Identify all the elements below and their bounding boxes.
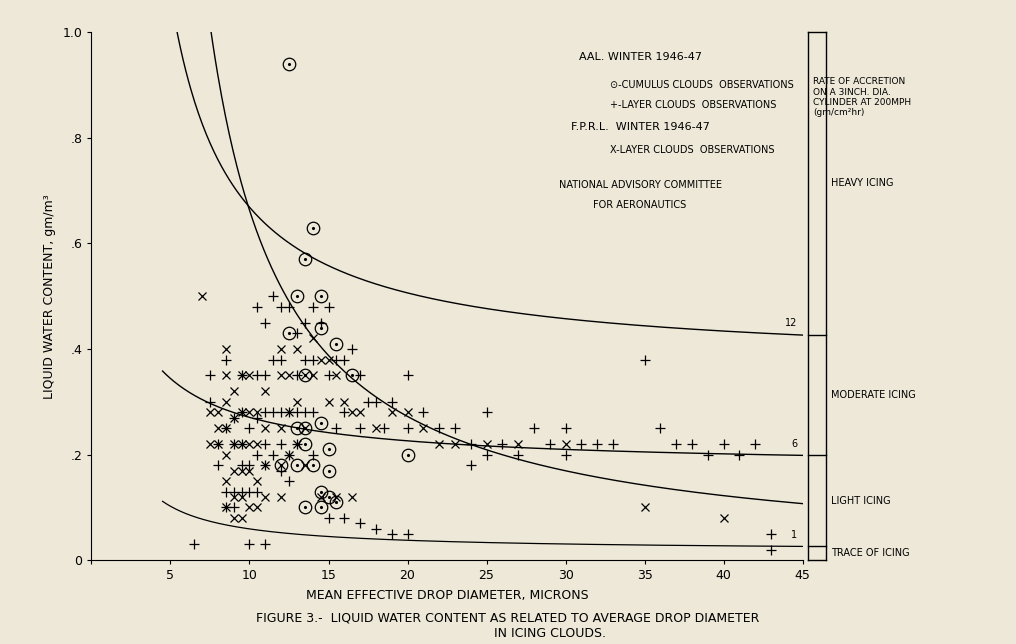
Text: TRACE OF ICING: TRACE OF ICING (831, 548, 909, 558)
Text: +-LAYER CLOUDS  OBSERVATIONS: +-LAYER CLOUDS OBSERVATIONS (610, 100, 776, 110)
Text: HEAVY ICING: HEAVY ICING (831, 178, 894, 189)
Text: MODERATE ICING: MODERATE ICING (831, 390, 915, 400)
X-axis label: MEAN EFFECTIVE DROP DIAMETER, MICRONS: MEAN EFFECTIVE DROP DIAMETER, MICRONS (306, 589, 588, 602)
Text: FOR AERONAUTICS: FOR AERONAUTICS (593, 200, 687, 210)
Text: NATIONAL ADVISORY COMMITTEE: NATIONAL ADVISORY COMMITTEE (559, 180, 721, 191)
Y-axis label: LIQUID WATER CONTENT, gm/m³: LIQUID WATER CONTENT, gm/m³ (43, 194, 56, 399)
Text: 1: 1 (791, 530, 798, 540)
Text: FIGURE 3.-  LIQUID WATER CONTENT AS RELATED TO AVERAGE DROP DIAMETER
           : FIGURE 3.- LIQUID WATER CONTENT AS RELAT… (256, 612, 760, 639)
Text: 6: 6 (791, 439, 798, 449)
Text: ⊙-CUMULUS CLOUDS  OBSERVATIONS: ⊙-CUMULUS CLOUDS OBSERVATIONS (610, 80, 793, 91)
Text: X-LAYER CLOUDS  OBSERVATIONS: X-LAYER CLOUDS OBSERVATIONS (610, 145, 774, 155)
Text: AAL. WINTER 1946-47: AAL. WINTER 1946-47 (578, 52, 702, 62)
Text: 12: 12 (785, 318, 798, 328)
Text: LIGHT ICING: LIGHT ICING (831, 496, 891, 506)
Text: RATE OF ACCRETION
ON A 3INCH. DIA.
CYLINDER AT 200MPH
(gm/cm²hr): RATE OF ACCRETION ON A 3INCH. DIA. CYLIN… (813, 77, 911, 117)
Text: F.P.R.L.  WINTER 1946-47: F.P.R.L. WINTER 1946-47 (571, 122, 709, 133)
